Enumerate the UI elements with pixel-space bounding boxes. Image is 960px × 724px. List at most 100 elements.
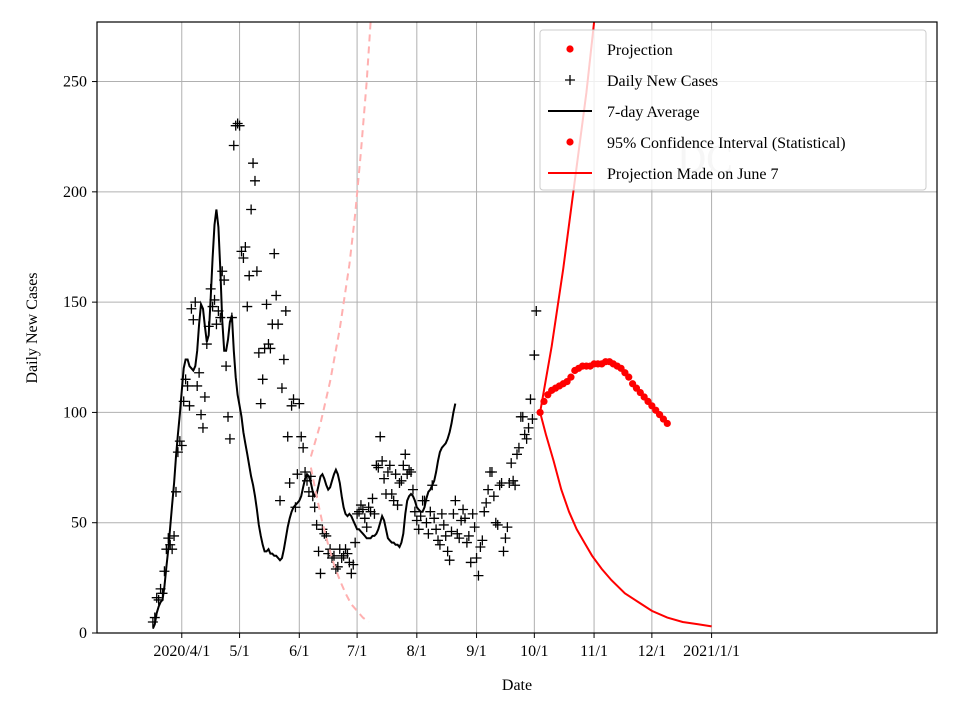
daily-cases-point: [228, 140, 239, 151]
daily-cases-point: [386, 489, 397, 500]
axes: 2020/4/1 5/1 6/1 7/1 8/1 9/1 10/1 11/1 12/1 2021/…: [63, 74, 740, 660]
daily-cases-point: [253, 347, 264, 358]
legend-box: [539, 29, 927, 191]
daily-cases-point: [159, 566, 170, 577]
projection-dot: [540, 397, 548, 405]
daily-cases-point: [498, 546, 509, 557]
daily-cases-point: [340, 544, 351, 555]
daily-cases-point: [448, 508, 459, 519]
daily-cases-point: [176, 440, 187, 451]
y-tick-label: 200: [63, 184, 87, 201]
daily-cases-point: [261, 299, 272, 310]
daily-cases-point: [284, 478, 295, 489]
daily-cases-point: [186, 303, 197, 314]
daily-cases-point: [224, 433, 235, 444]
daily-cases-point: [492, 519, 503, 530]
legend-dot-marker: [566, 45, 574, 53]
faded-projection-upper-line: [309, 22, 372, 457]
daily-cases-point: [251, 266, 262, 277]
daily-cases-point: [400, 449, 411, 460]
daily-cases-point: [434, 539, 445, 550]
daily-cases-point: [280, 305, 291, 316]
projection-dot: [663, 419, 671, 428]
daily-cases-point: [211, 319, 222, 330]
daily-cases-point: [433, 535, 444, 546]
daily-cases-point: [194, 367, 205, 378]
daily-cases-point: [469, 522, 480, 533]
legend-label: Projection Made on June 7: [607, 166, 779, 183]
legend-label: 7-day Average: [607, 104, 700, 121]
daily-cases-point: [490, 517, 501, 528]
daily-cases-point: [500, 533, 511, 544]
daily-cases-point: [357, 504, 368, 515]
daily-cases-point: [255, 398, 266, 409]
daily-cases-point: [519, 429, 530, 440]
y-axis-label: Daily New Cases: [24, 272, 41, 383]
daily-cases-point: [223, 411, 234, 422]
daily-cases-point: [377, 455, 388, 466]
daily-cases-point: [438, 519, 449, 530]
daily-cases-point: [359, 513, 370, 524]
x-tick-label: 9/1: [466, 643, 486, 660]
daily-cases-point: [197, 422, 208, 433]
plot-area: [147, 22, 712, 629]
daily-cases-point: [248, 158, 259, 169]
daily-cases-point: [165, 539, 176, 550]
daily-cases-point: [371, 460, 382, 471]
daily-cases-point: [409, 506, 420, 517]
daily-cases-point: [510, 480, 521, 491]
daily-cases-point: [196, 409, 207, 420]
daily-cases-point: [512, 449, 522, 460]
daily-cases-point: [184, 400, 195, 411]
daily-cases-point: [346, 568, 357, 579]
daily-cases-point: [317, 524, 328, 535]
series-layer: [147, 22, 712, 629]
daily-cases-point: [363, 502, 374, 513]
daily-cases-point: [348, 559, 359, 570]
daily-cases-point: [271, 290, 282, 301]
daily-cases-point: [352, 508, 363, 519]
legend-label: Daily New Cases: [607, 73, 718, 90]
daily-cases-point: [288, 394, 299, 405]
daily-cases-point: [330, 564, 341, 575]
projection-dot: [536, 408, 544, 417]
legend-label: Projection: [607, 42, 673, 59]
daily-cases-point: [192, 380, 203, 391]
y-tick-label: 150: [63, 294, 87, 311]
daily-cases-point: [486, 466, 497, 477]
daily-cases-point: [151, 592, 162, 603]
x-tick-label: 11/1: [580, 643, 608, 660]
daily-cases-point: [413, 524, 424, 535]
daily-cases-point: [286, 400, 297, 411]
x-tick-label: 6/1: [289, 643, 309, 660]
daily-cases-point: [398, 460, 409, 471]
daily-cases-point: [278, 354, 289, 365]
legend-label: 95% Confidence Interval (Statistical): [607, 135, 846, 152]
daily-cases-point: [350, 537, 361, 548]
daily-cases-point: [446, 526, 457, 537]
daily-cases-point: [465, 557, 476, 568]
x-tick-label: 2021/1/1: [683, 643, 740, 660]
daily-cases-point: [232, 118, 243, 129]
daily-cases-point: [394, 478, 405, 489]
x-tick-label: 2020/4/1: [153, 643, 210, 660]
daily-cases-point: [169, 530, 180, 541]
daily-cases-point: [282, 431, 293, 442]
daily-cases-point: [292, 469, 303, 480]
daily-cases-point: [199, 391, 210, 402]
daily-cases-point: [415, 511, 426, 522]
y-tick-label: 100: [63, 404, 87, 421]
x-tick-label: 12/1: [638, 643, 666, 660]
daily-cases-point: [506, 458, 517, 469]
daily-cases-point: [355, 500, 366, 511]
daily-cases-point: [276, 383, 287, 394]
x-tick-label: 10/1: [520, 643, 548, 660]
daily-cases-point: [440, 530, 451, 541]
y-tick-label: 0: [79, 625, 87, 642]
daily-cases-point: [521, 433, 532, 444]
daily-cases-point: [463, 530, 474, 541]
daily-cases-point: [172, 447, 183, 458]
daily-cases-point: [238, 253, 249, 264]
x-tick-label: 7/1: [347, 643, 367, 660]
